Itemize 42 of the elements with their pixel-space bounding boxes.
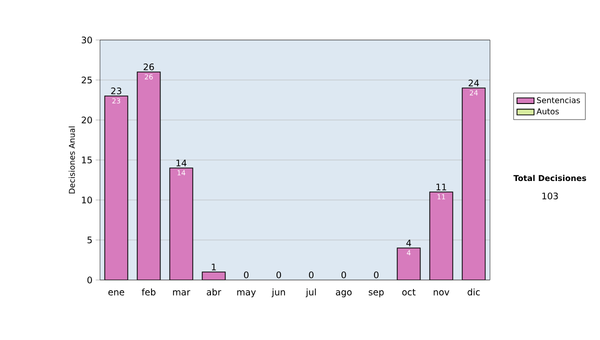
- y-tick-label: 10: [82, 196, 92, 204]
- x-tick-label: sep: [368, 290, 384, 298]
- total-label: 0: [308, 271, 314, 278]
- x-tick-label: mar: [173, 290, 190, 296]
- total-label: 26: [144, 63, 154, 70]
- x-tick-label: jun: [272, 288, 285, 298]
- y-tick-label: 30: [82, 36, 92, 44]
- x-tick-label: ene: [108, 290, 124, 296]
- total-label: 0: [244, 271, 249, 278]
- total-label: 14: [176, 160, 186, 166]
- total-label: 11: [436, 184, 446, 190]
- text: Total Decisiones: [513, 174, 586, 182]
- bar: [462, 88, 486, 280]
- x-tick-label: nov: [434, 290, 450, 296]
- total-label: 1: [212, 264, 216, 270]
- y-tick-label: 15: [82, 156, 92, 164]
- total-label: 23: [111, 87, 122, 94]
- bar: [429, 192, 454, 280]
- y-axis-title: Decisiones Anual: [68, 126, 75, 194]
- x-tick-label: feb: [142, 288, 156, 296]
- y-tick-label: 5: [88, 236, 92, 244]
- x-tick-label: ago: [336, 290, 352, 298]
- legend-label: Autos: [536, 108, 559, 114]
- y-tick-label: 20: [82, 116, 92, 124]
- bar: [396, 248, 421, 280]
- bar: [104, 96, 128, 280]
- x-tick-label: may: [237, 290, 256, 298]
- y-tick-label: 25: [82, 76, 92, 84]
- x-tick-label: oct: [402, 289, 416, 296]
- x-tick-label: dic: [468, 288, 480, 296]
- bar: [169, 168, 194, 280]
- text: 103: [542, 192, 558, 200]
- total-label: 0: [341, 271, 346, 278]
- x-tick-label: jul: [306, 288, 316, 298]
- x-tick-label: abr: [206, 288, 222, 296]
- total-label: 0: [374, 271, 379, 278]
- legend-label: Sentencias: [537, 97, 580, 104]
- bar: [136, 72, 161, 280]
- total-label: 4: [406, 240, 412, 246]
- total-label: 0: [276, 271, 282, 278]
- y-tick-label: 0: [87, 276, 92, 284]
- total-label: 24: [468, 80, 479, 86]
